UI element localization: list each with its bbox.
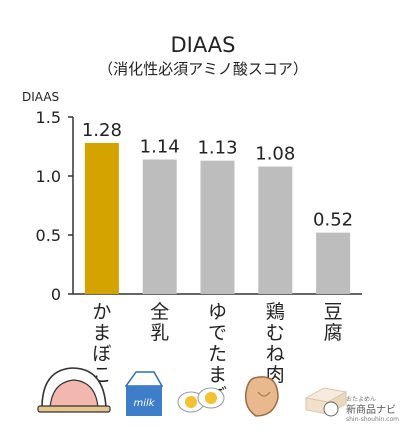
x-tick-label: 豆腐	[324, 301, 343, 344]
chart-subtitle: （消化性必須アミノ酸スコア）	[98, 60, 308, 78]
y-ticks: 0 0.5 1.0 1.5	[36, 108, 73, 304]
bar	[142, 159, 177, 294]
data-label: 1.08	[255, 144, 295, 165]
x-tick-label: 鶏むね肉	[266, 301, 285, 386]
chart-title: DIAAS	[170, 33, 235, 57]
logo-small-text: おたよめん	[346, 396, 376, 403]
milk-carton-icon: milk	[124, 371, 164, 416]
y-axis-label: DIAAS	[22, 90, 59, 104]
data-label: 0.52	[313, 210, 353, 231]
data-label: 1.13	[197, 138, 237, 159]
bar	[84, 142, 119, 294]
bar	[258, 166, 293, 294]
logo-name: 新商品ナビ	[346, 403, 396, 416]
brand-logo: おたよめん 新商品ナビ shin-shouhin.com	[323, 396, 399, 423]
data-label: 1.28	[82, 120, 122, 141]
boiled-egg-icon	[177, 387, 225, 413]
logo-url: shin-shouhin.com	[346, 416, 399, 423]
value-labels: 1.28 1.14 1.13 1.08 0.52	[82, 120, 353, 231]
bars	[84, 142, 351, 294]
y-tick-label: 1.0	[36, 167, 61, 186]
x-tick-label: かまぼこ	[92, 301, 111, 386]
y-tick-label: 0	[51, 285, 61, 304]
bar	[200, 160, 235, 294]
bar	[316, 232, 351, 294]
chicken-breast-icon	[244, 376, 279, 417]
y-tick-label: 1.5	[36, 108, 61, 127]
data-label: 1.14	[140, 136, 180, 157]
x-tick-label: 全乳	[150, 301, 169, 344]
milk-icon-text: milk	[133, 398, 155, 409]
y-tick-label: 0.5	[36, 226, 61, 245]
kamaboko-icon	[37, 367, 111, 413]
